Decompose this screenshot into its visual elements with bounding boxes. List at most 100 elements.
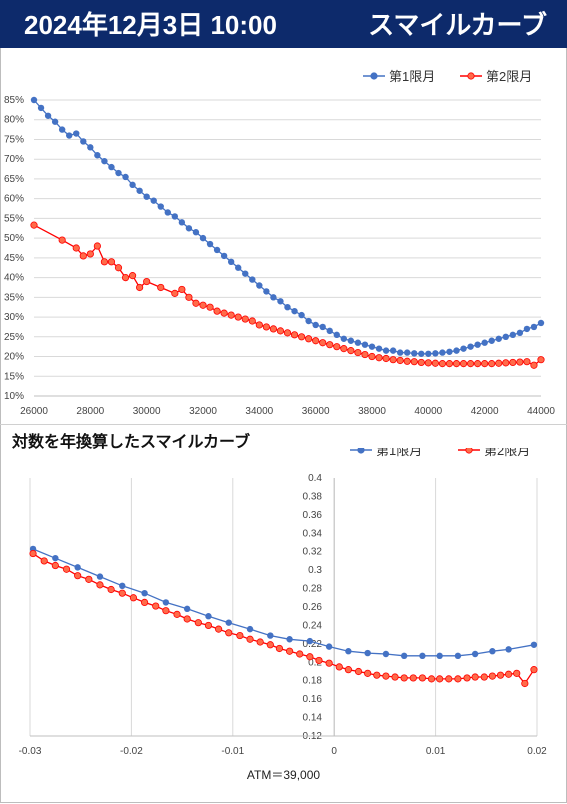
series-2-point xyxy=(530,666,538,674)
series-2-point xyxy=(128,272,137,280)
series-2-point xyxy=(354,348,362,357)
series-2-point xyxy=(471,673,479,681)
y-tick-label: 60% xyxy=(4,194,24,205)
y-tick-label: 0.38 xyxy=(303,491,323,502)
series-2-point xyxy=(256,638,264,646)
series-2-point xyxy=(438,360,447,368)
legend-marker-1 xyxy=(357,448,365,454)
legend-label-2: 第2限月 xyxy=(486,69,532,84)
series-1-point xyxy=(305,317,312,325)
series-2-point xyxy=(315,656,323,665)
series-2-point xyxy=(185,293,193,301)
series-2-point xyxy=(171,289,179,297)
series-1-point xyxy=(205,613,212,620)
y-tick-label: 0.14 xyxy=(303,713,323,724)
y-tick-label: 35% xyxy=(4,292,24,303)
series-2-point xyxy=(509,358,517,367)
series-2-point xyxy=(269,325,278,333)
series-1-point xyxy=(368,343,376,350)
series-1-point xyxy=(418,350,425,357)
series-1-point xyxy=(291,307,298,315)
y-tick-label: 0.32 xyxy=(303,547,323,558)
series-2-point xyxy=(382,672,390,680)
series-1-point xyxy=(256,282,263,289)
y-tick-label: 0.3 xyxy=(308,565,322,576)
series-1-point xyxy=(400,652,408,660)
series-2-point xyxy=(523,358,531,366)
header-bar: 2024年12月3日 10:00 スマイルカーブ xyxy=(0,0,567,48)
x-tick-label: 28000 xyxy=(76,406,104,417)
series-1-point xyxy=(136,187,143,194)
series-2-point xyxy=(140,598,149,606)
series-1-point xyxy=(52,554,59,562)
series-2-point xyxy=(276,327,285,335)
series-2-point xyxy=(62,565,71,573)
series-1-point xyxy=(185,225,193,232)
series-2-point xyxy=(118,589,126,597)
series-1-point xyxy=(80,138,87,145)
series-2-point xyxy=(513,669,521,677)
series-1-point xyxy=(481,339,488,346)
y-tick-label: 0.4 xyxy=(308,473,322,484)
y-tick-label: 0.28 xyxy=(303,584,323,595)
series-1-point xyxy=(101,157,108,165)
series-1-point xyxy=(162,599,170,606)
series-2-point xyxy=(410,358,418,366)
series-1-point xyxy=(87,144,94,151)
y-tick-label: 85% xyxy=(4,95,24,106)
x-tick-label: -0.02 xyxy=(120,746,143,757)
series-2-point xyxy=(178,285,186,294)
series-1-point xyxy=(523,325,531,333)
series-2-point xyxy=(283,329,292,337)
y-tick-label: 30% xyxy=(4,312,24,323)
x-tick-label: 42000 xyxy=(471,406,499,417)
series-1-point xyxy=(213,246,221,254)
x-tick-label: 34000 xyxy=(245,406,273,417)
series-1-point xyxy=(58,126,66,133)
series-1-point xyxy=(516,329,524,337)
series-1-point xyxy=(530,641,538,648)
series-2-point xyxy=(30,221,38,229)
series-2-point xyxy=(521,679,529,688)
series-1-point xyxy=(94,152,101,159)
series-1-point xyxy=(284,304,291,311)
series-1-point xyxy=(333,331,340,339)
series-2-point xyxy=(396,356,404,365)
series-1-point xyxy=(375,345,383,352)
series-2-point xyxy=(391,673,399,681)
y-tick-label: 80% xyxy=(4,115,24,126)
legend-marker-1 xyxy=(370,72,378,80)
series-1-point xyxy=(192,229,200,236)
series-1-point xyxy=(495,335,502,342)
series-2-point xyxy=(466,360,475,368)
legend-marker-2 xyxy=(465,448,473,454)
series-2-point xyxy=(227,311,235,319)
series-2-point xyxy=(173,610,181,618)
series-2-point xyxy=(418,674,427,682)
series-1-point xyxy=(436,652,443,660)
legend-marker-2 xyxy=(467,72,475,80)
chart2-xlabel: ATM＝39,000 xyxy=(246,768,321,782)
series-2-point xyxy=(183,615,191,623)
series-2-point xyxy=(382,354,390,363)
series-1-point xyxy=(164,209,171,216)
series-1-point xyxy=(73,130,80,137)
series-1-point xyxy=(298,311,305,319)
series-line-1 xyxy=(32,548,535,657)
y-tick-label: 0.34 xyxy=(303,528,323,539)
y-tick-label: 0.24 xyxy=(303,620,323,631)
series-1-point xyxy=(467,343,474,350)
series-1-point xyxy=(439,349,446,356)
series-2-point xyxy=(459,360,468,368)
series-2-point xyxy=(445,675,453,683)
series-2-point xyxy=(96,581,104,589)
series-1-point xyxy=(286,636,293,643)
legend-label-1: 第1限月 xyxy=(389,69,435,84)
series-1-point xyxy=(306,637,314,645)
series-2-point xyxy=(121,274,130,282)
series-2-point xyxy=(373,671,381,679)
log-annualized-smile-chart: 0.120.140.160.180.20.220.240.260.280.30.… xyxy=(19,448,547,757)
series-2-point xyxy=(389,356,397,364)
series-2-point xyxy=(79,252,87,260)
y-tick-label: 0.2 xyxy=(308,657,322,668)
